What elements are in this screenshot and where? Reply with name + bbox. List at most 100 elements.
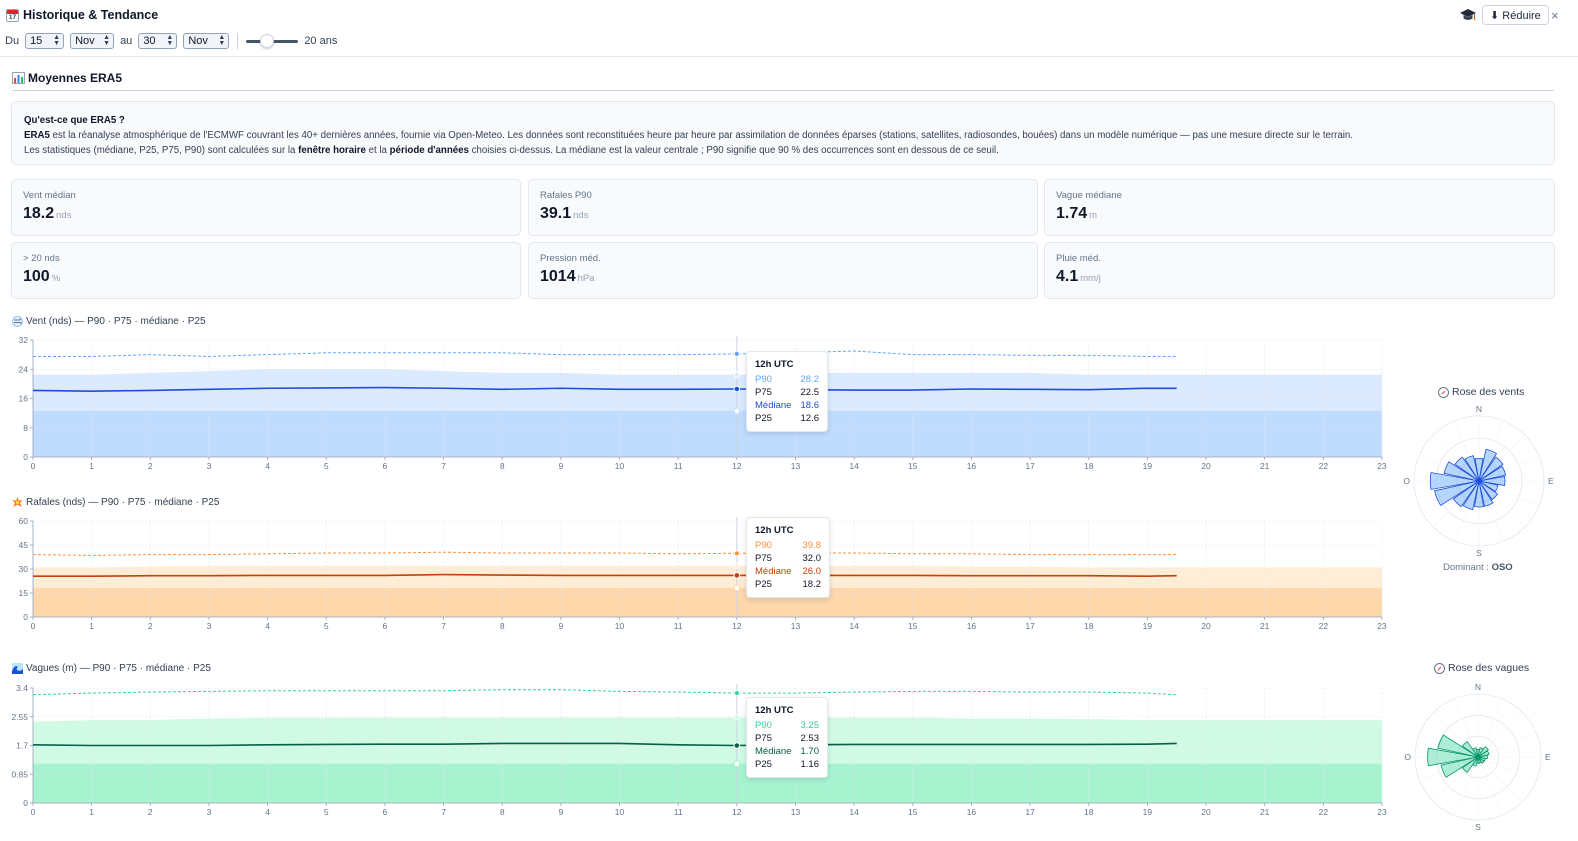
close-icon[interactable]: × bbox=[1551, 8, 1559, 23]
bar-chart-icon bbox=[12, 72, 25, 84]
wind-rose-petal bbox=[1452, 480, 1480, 508]
wind-y-tick-label: 0 bbox=[23, 452, 28, 462]
panel-header: 17 Historique & Tendance ⬇ Réduire × bbox=[0, 0, 1578, 30]
info-line-1: ERA5 est la réanalyse atmosphérique de l… bbox=[24, 130, 1353, 141]
wind-x-tick-label: 11 bbox=[674, 461, 683, 471]
wave-x-tick-label: 9 bbox=[559, 807, 564, 817]
reduce-button[interactable]: ⬇ Réduire bbox=[1482, 5, 1549, 25]
wave-rose-cardinal: E bbox=[1545, 752, 1551, 762]
wind-x-tick-label: 18 bbox=[1084, 461, 1094, 471]
gust-y-tick-label: 30 bbox=[19, 564, 29, 574]
gust-x-tick-label: 17 bbox=[1025, 621, 1035, 631]
gust-hover-point-p75 bbox=[733, 562, 740, 569]
from-day-select[interactable]: 15 ▲ ▼ bbox=[25, 33, 65, 49]
gust-hover-point-median bbox=[733, 572, 741, 579]
wave-rose-cardinal: O bbox=[1404, 752, 1411, 762]
wind-x-tick-label: 2 bbox=[148, 461, 153, 471]
wave-x-tick-label: 19 bbox=[1143, 807, 1153, 817]
gust-y-tick-label: 15 bbox=[19, 588, 29, 598]
wind-rose-spoke bbox=[1418, 455, 1480, 482]
wave-y-tick-label: 1.7 bbox=[16, 741, 28, 751]
wind-rose-spoke bbox=[1418, 480, 1480, 507]
to-day-select[interactable]: 30 ▲ ▼ bbox=[138, 33, 178, 49]
gust-y-tick-label: 60 bbox=[19, 516, 29, 526]
stat-card-rain: Pluie méd. 4.1 mm/j bbox=[1044, 242, 1555, 299]
wave-y-tick-label: 2.55 bbox=[11, 712, 28, 722]
wave-y-tick-label: 0 bbox=[23, 798, 28, 808]
graduation-cap-icon[interactable] bbox=[1460, 8, 1476, 22]
gust-p90-line bbox=[32, 551, 1177, 556]
wave-rose-petal bbox=[1440, 756, 1479, 778]
gust-y-tick-label: 45 bbox=[19, 540, 29, 550]
wind-rose-spoke bbox=[1478, 455, 1540, 482]
gust-x-tick-label: 7 bbox=[441, 621, 446, 631]
wave-x-tick-label: 10 bbox=[615, 807, 625, 817]
wave-p25-area bbox=[33, 763, 1382, 803]
wind-rose-spoke bbox=[1478, 480, 1526, 528]
wind-tooltip: 12h UTC P90 28.2 P75 22.5 Médiane 18.6 P25 1… bbox=[746, 351, 828, 432]
wave-rose-spoke bbox=[1477, 732, 1537, 758]
wave-rose-spoke bbox=[1477, 756, 1523, 802]
wind-x-tick-label: 6 bbox=[383, 461, 388, 471]
burst-icon bbox=[12, 497, 23, 507]
wave-x-tick-label: 4 bbox=[265, 807, 270, 817]
wave-x-tick-label: 12 bbox=[732, 807, 742, 817]
wind-median-line bbox=[32, 386, 1177, 392]
wave-rose-cardinal: S bbox=[1475, 822, 1481, 832]
from-month-select[interactable]: Nov ▲ ▼ bbox=[70, 33, 115, 49]
slider-thumb[interactable] bbox=[260, 34, 275, 48]
wind-x-tick-label: 3 bbox=[207, 461, 212, 471]
gust-hover-point-p25 bbox=[733, 584, 741, 592]
wind-x-tick-label: 14 bbox=[849, 461, 859, 471]
wind-x-tick-label: 5 bbox=[324, 461, 329, 471]
select-arrows-icon: ▲ ▼ bbox=[166, 34, 174, 47]
stat-card-wind-median: Vent médian 18.2 nds bbox=[11, 179, 521, 236]
gust-median-line bbox=[33, 573, 1177, 578]
divider bbox=[0, 56, 1578, 57]
gust-x-tick-label: 1 bbox=[89, 621, 94, 631]
wind-hover-point-p75 bbox=[733, 371, 740, 378]
gust-x-tick-label: 6 bbox=[383, 621, 388, 631]
wave-rose-spoke bbox=[1433, 756, 1479, 802]
wind-rose-petal bbox=[1464, 455, 1480, 482]
calendar-icon: 17 bbox=[6, 8, 19, 22]
wind-x-tick-label: 4 bbox=[265, 461, 270, 471]
era5-info-box: Qu'est-ce que ERA5 ? ERA5 est la réanaly… bbox=[11, 101, 1555, 165]
select-arrows-icon: ▲ ▼ bbox=[103, 34, 111, 47]
wave-p90-line bbox=[32, 689, 1177, 696]
gust-x-tick-label: 12 bbox=[732, 621, 742, 631]
gust-x-tick-label: 14 bbox=[849, 621, 859, 631]
gust-x-tick-label: 22 bbox=[1319, 621, 1329, 631]
wind-rose-petal bbox=[1429, 472, 1480, 490]
wind-x-tick-label: 23 bbox=[1377, 461, 1387, 471]
gust-x-tick-label: 5 bbox=[324, 621, 329, 631]
wave-x-tick-label: 17 bbox=[1025, 807, 1035, 817]
years-slider[interactable] bbox=[246, 34, 299, 48]
wave-rose-petal bbox=[1427, 747, 1479, 767]
wind-x-tick-label: 19 bbox=[1143, 461, 1153, 471]
wind-rose-petal bbox=[1478, 456, 1504, 482]
wave-x-tick-label: 3 bbox=[207, 807, 212, 817]
wave-rose-spoke bbox=[1433, 712, 1479, 758]
wind-rose-cardinal: N bbox=[1476, 404, 1482, 414]
divider bbox=[237, 33, 239, 49]
wind-x-tick-label: 20 bbox=[1201, 461, 1211, 471]
wind-chart-title: Vent (nds) — P90 · P75 · médiane · P25 bbox=[12, 316, 206, 327]
wind-x-tick-label: 17 bbox=[1025, 461, 1035, 471]
wave-hover-point-p25 bbox=[733, 760, 741, 768]
gust-x-tick-label: 20 bbox=[1201, 621, 1211, 631]
stat-card-over-20: > 20 nds 100% bbox=[11, 242, 521, 299]
wave-hover-point-p75 bbox=[733, 714, 740, 721]
years-label: 20 ans bbox=[304, 35, 338, 47]
wind-rose-petal bbox=[1478, 480, 1499, 501]
wave-rose-spoke bbox=[1419, 732, 1479, 758]
wind-x-tick-label: 13 bbox=[791, 461, 801, 471]
wind-rose-petal bbox=[1478, 480, 1494, 507]
dominant-direction: Dominant : OSO bbox=[1443, 562, 1513, 573]
gust-x-tick-label: 23 bbox=[1377, 621, 1387, 631]
to-month-select[interactable]: Nov ▲ ▼ bbox=[183, 33, 230, 49]
wave-x-tick-label: 13 bbox=[791, 807, 801, 817]
wave-rose-spoke bbox=[1477, 712, 1523, 758]
stat-card-gust-p90: Rafales P90 39.1 nds bbox=[528, 179, 1038, 236]
